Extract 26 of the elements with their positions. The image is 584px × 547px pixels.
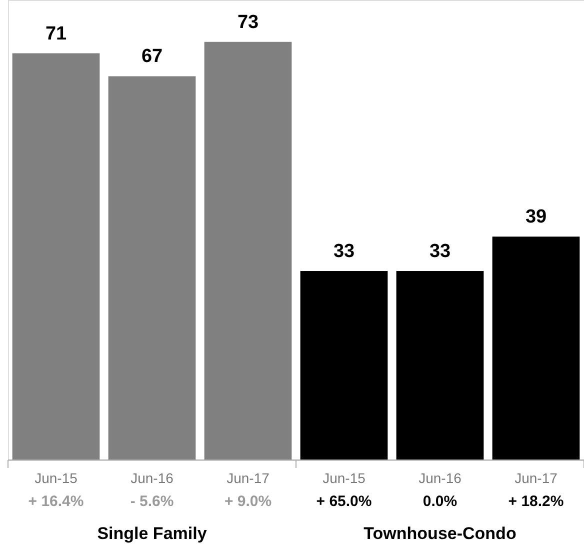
text: - 5.6% <box>130 493 174 510</box>
data-label: 39 <box>525 206 547 228</box>
bar <box>108 76 196 460</box>
bar <box>396 270 484 460</box>
data-label: 71 <box>45 23 67 44</box>
x-tick-label: Jun-16 <box>130 470 174 486</box>
bar <box>300 270 388 460</box>
data-label: 73 <box>237 12 259 33</box>
x-tick-label: Jun-15 <box>322 470 366 486</box>
x-tick-label: Jun-15 <box>34 470 78 486</box>
text: Townhouse-Condo <box>364 524 516 543</box>
text: + 18.2% <box>508 493 564 510</box>
text: 0.0% <box>422 493 458 510</box>
x-tick-label: Jun-17 <box>514 470 558 486</box>
text: Single Family <box>97 524 208 543</box>
data-label: 67 <box>141 46 163 68</box>
bar <box>12 53 100 460</box>
bar <box>204 42 292 460</box>
x-tick-label: Jun-16 <box>418 470 462 486</box>
text: + 65.0% <box>316 493 372 510</box>
bar <box>492 236 580 460</box>
text: + 16.4% <box>28 493 84 510</box>
x-tick-label: Jun-17 <box>226 470 270 486</box>
data-label: 33 <box>429 240 451 262</box>
data-label: 33 <box>333 240 355 262</box>
text: + 9.0% <box>224 493 272 510</box>
